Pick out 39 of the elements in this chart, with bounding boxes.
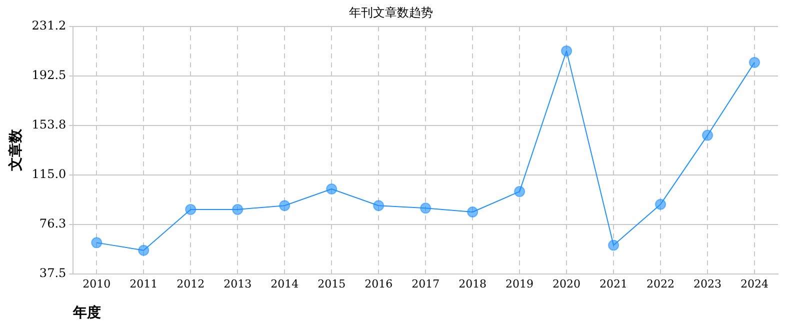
point — [326, 183, 338, 194]
x-tick-label: 2013 — [224, 277, 252, 290]
x-tick-label: 2017 — [412, 277, 440, 290]
point — [232, 204, 244, 215]
y-axis-title: 文章数 — [7, 128, 24, 172]
y-tick-label: 231.2 — [32, 18, 66, 33]
point — [702, 130, 714, 141]
point — [467, 206, 478, 218]
x-tick-label: 2012 — [176, 277, 205, 290]
x-tick-label: 2018 — [458, 277, 487, 290]
x-tick-label: 2021 — [600, 277, 628, 290]
y-tick-label: 192.5 — [32, 68, 66, 82]
point — [655, 198, 666, 210]
x-tick-label: 2022 — [646, 277, 675, 290]
point — [138, 244, 150, 256]
x-tick-label: 2020 — [552, 277, 581, 290]
x-tick-label: 2019 — [506, 277, 534, 290]
x-tick-label: 2024 — [740, 277, 769, 290]
x-tick-label: 2014 — [270, 277, 299, 290]
y-tick-label: 115.0 — [32, 167, 66, 182]
point — [420, 202, 432, 214]
chart-title: 年刊文章数趋势 — [349, 5, 433, 20]
x-tick-label: 2023 — [694, 277, 722, 290]
x-tick-label: 2010 — [82, 277, 111, 290]
y-tick-label: 37.5 — [39, 266, 66, 280]
x-tick-label: 2015 — [318, 277, 346, 290]
point — [749, 56, 760, 68]
point — [514, 186, 526, 198]
x-tick-label: 2011 — [130, 277, 158, 290]
y-tick-label: 76.3 — [39, 216, 66, 231]
point — [91, 237, 102, 248]
point — [561, 45, 572, 56]
point — [373, 200, 384, 212]
point — [185, 204, 196, 215]
y-tick-label: 153.8 — [32, 117, 66, 132]
point — [608, 240, 620, 251]
x-axis-title: 年度 — [72, 304, 102, 322]
x-tick-label: 2016 — [364, 277, 393, 290]
point — [279, 200, 290, 212]
